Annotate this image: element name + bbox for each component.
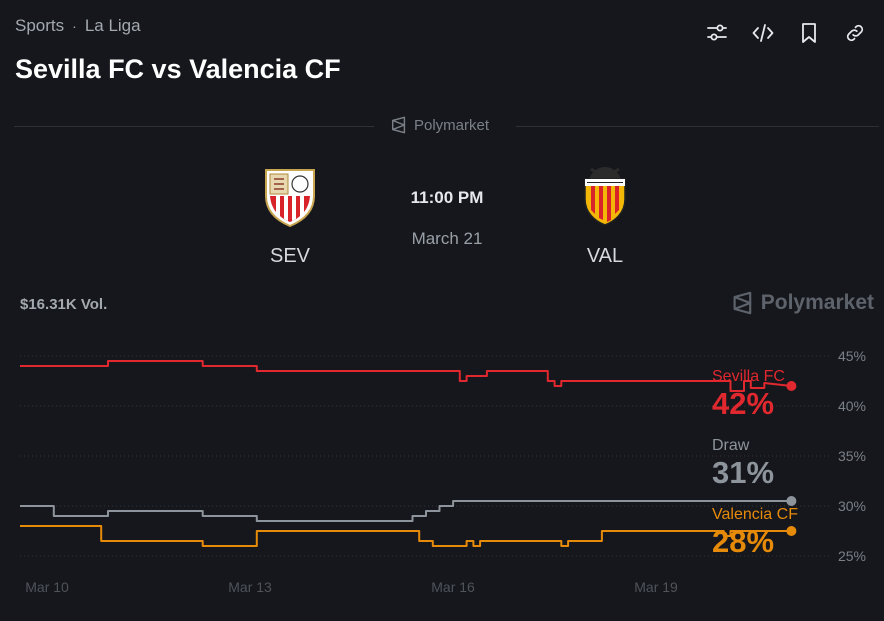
polymarket-brand[interactable]: Polymarket [731,291,874,315]
legend-value: 31% [712,455,775,490]
y-tick-label: 35% [838,448,866,464]
polymarket-logo-icon [391,116,406,134]
series-end-point [786,381,797,391]
y-tick-label: 45% [838,348,866,364]
divider-right [516,126,879,127]
bookmark-button[interactable] [794,18,824,48]
legend-name: Sevilla FC [712,368,785,385]
x-tick-label: Mar 10 [25,579,69,595]
series-end-point [786,526,797,536]
valencia-crest-icon [584,167,626,226]
sliders-icon [707,24,727,41]
x-tick-label: Mar 13 [228,579,272,595]
legend-value: 42% [712,386,775,421]
series-line [20,360,792,392]
series-line [20,500,792,522]
legend-value: 28% [712,524,775,559]
sevilla-crest-icon [265,169,315,228]
x-tick-label: Mar 19 [634,579,678,595]
polymarket-brand-label: Polymarket [760,291,874,314]
series-line [20,525,792,547]
embed-code-icon [752,24,774,42]
page-title: Sevilla FC vs Valencia CF [15,54,341,84]
filter-button[interactable] [702,18,732,48]
copy-link-button[interactable] [840,18,870,48]
x-tick-label: Mar 16 [431,579,475,595]
series-end-point [786,496,797,506]
y-tick-label: 40% [838,398,866,414]
polymarket-logo-icon [733,291,752,315]
legend-draw: Draw 31% [712,437,774,491]
divider-left [14,126,374,127]
divider-brand-label: Polymarket [414,116,490,134]
match-time: 11:00 PM [410,188,484,207]
y-tick-label: 25% [838,548,866,564]
legend-sevilla: Sevilla FC 42% [712,368,785,422]
home-team-abbr[interactable]: SEV [269,245,311,267]
toolbar [702,18,870,48]
legend-valencia: Valencia CF 28% [712,506,798,560]
breadcrumb: Sports · La Liga [15,16,141,36]
away-team-crest [577,165,633,232]
legend-name: Draw [712,437,750,454]
legend-name: Valencia CF [712,506,798,523]
bookmark-icon [802,23,816,43]
y-tick-label: 30% [838,498,866,514]
breadcrumb-separator: · [72,18,77,34]
link-icon [846,24,864,42]
match-date: March 21 [411,229,483,248]
divider-brand: Polymarket [390,116,489,134]
breadcrumb-sports[interactable]: Sports [15,16,65,35]
embed-button[interactable] [748,18,778,48]
away-team-abbr[interactable]: VAL [586,245,624,267]
home-team-crest [262,166,318,233]
volume-label: $16.31K Vol. [20,296,108,313]
breadcrumb-league[interactable]: La Liga [84,16,141,35]
